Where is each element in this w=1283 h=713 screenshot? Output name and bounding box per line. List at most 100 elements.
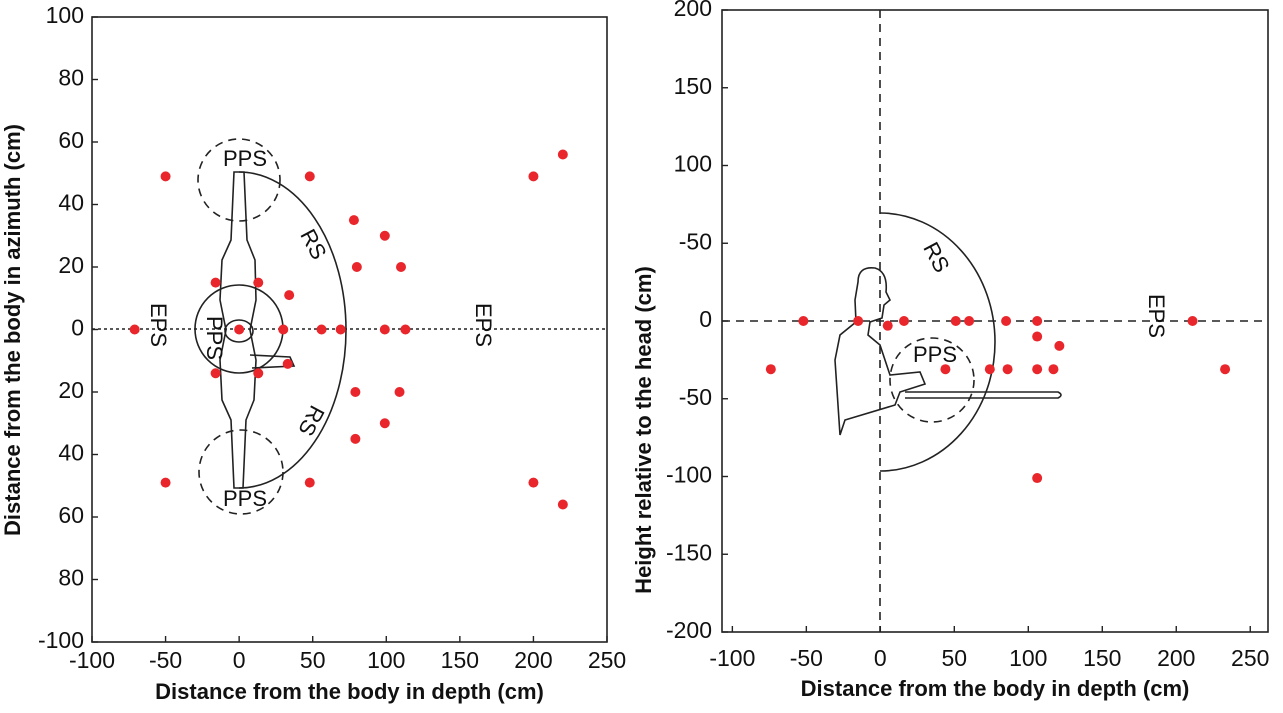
point bbox=[798, 316, 809, 326]
y-tick-label: -200 bbox=[666, 617, 712, 643]
point bbox=[396, 262, 406, 272]
y-tick-label: 100 bbox=[46, 2, 84, 28]
point bbox=[210, 277, 221, 288]
y-tick-label: 40 bbox=[58, 440, 84, 466]
rs-arc bbox=[238, 171, 347, 489]
point bbox=[335, 324, 346, 335]
y-tick-label: 80 bbox=[58, 65, 84, 91]
point bbox=[348, 215, 359, 226]
point bbox=[1001, 316, 1012, 326]
annotation: PPS bbox=[202, 316, 227, 360]
x-tick-label: 50 bbox=[300, 647, 326, 673]
x-tick-label: -50 bbox=[149, 647, 182, 673]
annotation: PPS bbox=[223, 146, 267, 171]
y-tick-label: 60 bbox=[58, 127, 84, 153]
x-tick-label: 0 bbox=[233, 647, 246, 673]
point bbox=[350, 387, 361, 397]
point bbox=[1032, 364, 1043, 375]
x-tick-label: 250 bbox=[1231, 645, 1269, 671]
y-tick-label: -50 bbox=[679, 384, 712, 410]
point bbox=[882, 320, 893, 331]
y-tick-label: 20 bbox=[58, 377, 84, 403]
point bbox=[528, 477, 539, 488]
point bbox=[1032, 331, 1043, 342]
rs-arc bbox=[879, 212, 996, 472]
y-tick-label: 200 bbox=[674, 0, 712, 21]
point bbox=[304, 171, 315, 182]
person bbox=[834, 266, 927, 436]
point bbox=[350, 433, 361, 444]
x-tick-label: 100 bbox=[1009, 645, 1047, 671]
y-tick-label: -150 bbox=[666, 539, 712, 565]
point bbox=[160, 477, 171, 488]
body-outline bbox=[219, 171, 257, 489]
x-tick-label: 0 bbox=[874, 645, 887, 671]
y-tick-label: -100 bbox=[666, 462, 712, 488]
annotation: EPS bbox=[471, 303, 496, 347]
pps-circle bbox=[197, 138, 281, 222]
point bbox=[316, 324, 327, 335]
annotation: EPS bbox=[1144, 294, 1169, 338]
y-tick-label: 20 bbox=[58, 252, 84, 278]
y-tick-label: 100 bbox=[674, 151, 712, 177]
table bbox=[905, 391, 1062, 399]
x-tick-label: 250 bbox=[588, 647, 626, 673]
head bbox=[224, 319, 254, 343]
point bbox=[1002, 364, 1013, 375]
point bbox=[234, 324, 245, 335]
annotation: EPS bbox=[146, 303, 171, 347]
point bbox=[282, 358, 293, 369]
y-axis-title: Height relative to the head (cm) bbox=[631, 266, 656, 594]
x-tick-label: -100 bbox=[709, 645, 755, 671]
pps-circle bbox=[889, 337, 975, 423]
right-diagram bbox=[722, 10, 1268, 632]
point bbox=[950, 316, 961, 326]
y-tick-label: 150 bbox=[674, 73, 712, 99]
y-tick-label: -50 bbox=[679, 228, 712, 254]
point bbox=[210, 368, 221, 379]
point bbox=[253, 368, 264, 379]
y-tick-label: 40 bbox=[58, 190, 84, 216]
point bbox=[304, 477, 315, 488]
point bbox=[765, 364, 776, 375]
point bbox=[400, 324, 411, 335]
point bbox=[557, 499, 568, 510]
y-tick-label: 80 bbox=[58, 565, 84, 591]
x-tick-label: 200 bbox=[514, 647, 552, 673]
point bbox=[528, 171, 539, 182]
y-axis-title: Distance from the body in azimuth (cm) bbox=[0, 124, 25, 536]
y-tick-label: 0 bbox=[71, 315, 84, 341]
y-tick-label: 0 bbox=[699, 306, 712, 332]
annotation: PPS bbox=[223, 486, 267, 511]
point bbox=[253, 277, 264, 288]
point bbox=[853, 316, 864, 326]
y-tick-label: 60 bbox=[58, 502, 84, 528]
point bbox=[1032, 473, 1043, 484]
point bbox=[278, 324, 289, 335]
point bbox=[379, 418, 390, 429]
point bbox=[1054, 340, 1065, 351]
x-axis-title: Distance from the body in depth (cm) bbox=[801, 676, 1190, 701]
point bbox=[1048, 364, 1059, 375]
x-tick-label: 50 bbox=[942, 645, 968, 671]
x-tick-label: -100 bbox=[69, 647, 115, 673]
x-tick-label: 200 bbox=[1157, 645, 1195, 671]
point bbox=[1220, 364, 1231, 375]
point bbox=[1032, 316, 1043, 326]
point bbox=[394, 387, 405, 397]
annotation: PPS bbox=[913, 342, 957, 367]
point bbox=[940, 364, 951, 375]
point bbox=[379, 230, 390, 241]
point bbox=[379, 324, 390, 335]
point bbox=[557, 149, 568, 160]
pps-circle bbox=[198, 429, 284, 515]
x-tick-label: 150 bbox=[1083, 645, 1121, 671]
point bbox=[1187, 316, 1198, 326]
x-tick-label: 100 bbox=[367, 647, 405, 673]
x-tick-label: -50 bbox=[790, 645, 823, 671]
x-tick-label: 150 bbox=[441, 647, 479, 673]
point bbox=[351, 262, 362, 272]
point bbox=[284, 290, 295, 301]
